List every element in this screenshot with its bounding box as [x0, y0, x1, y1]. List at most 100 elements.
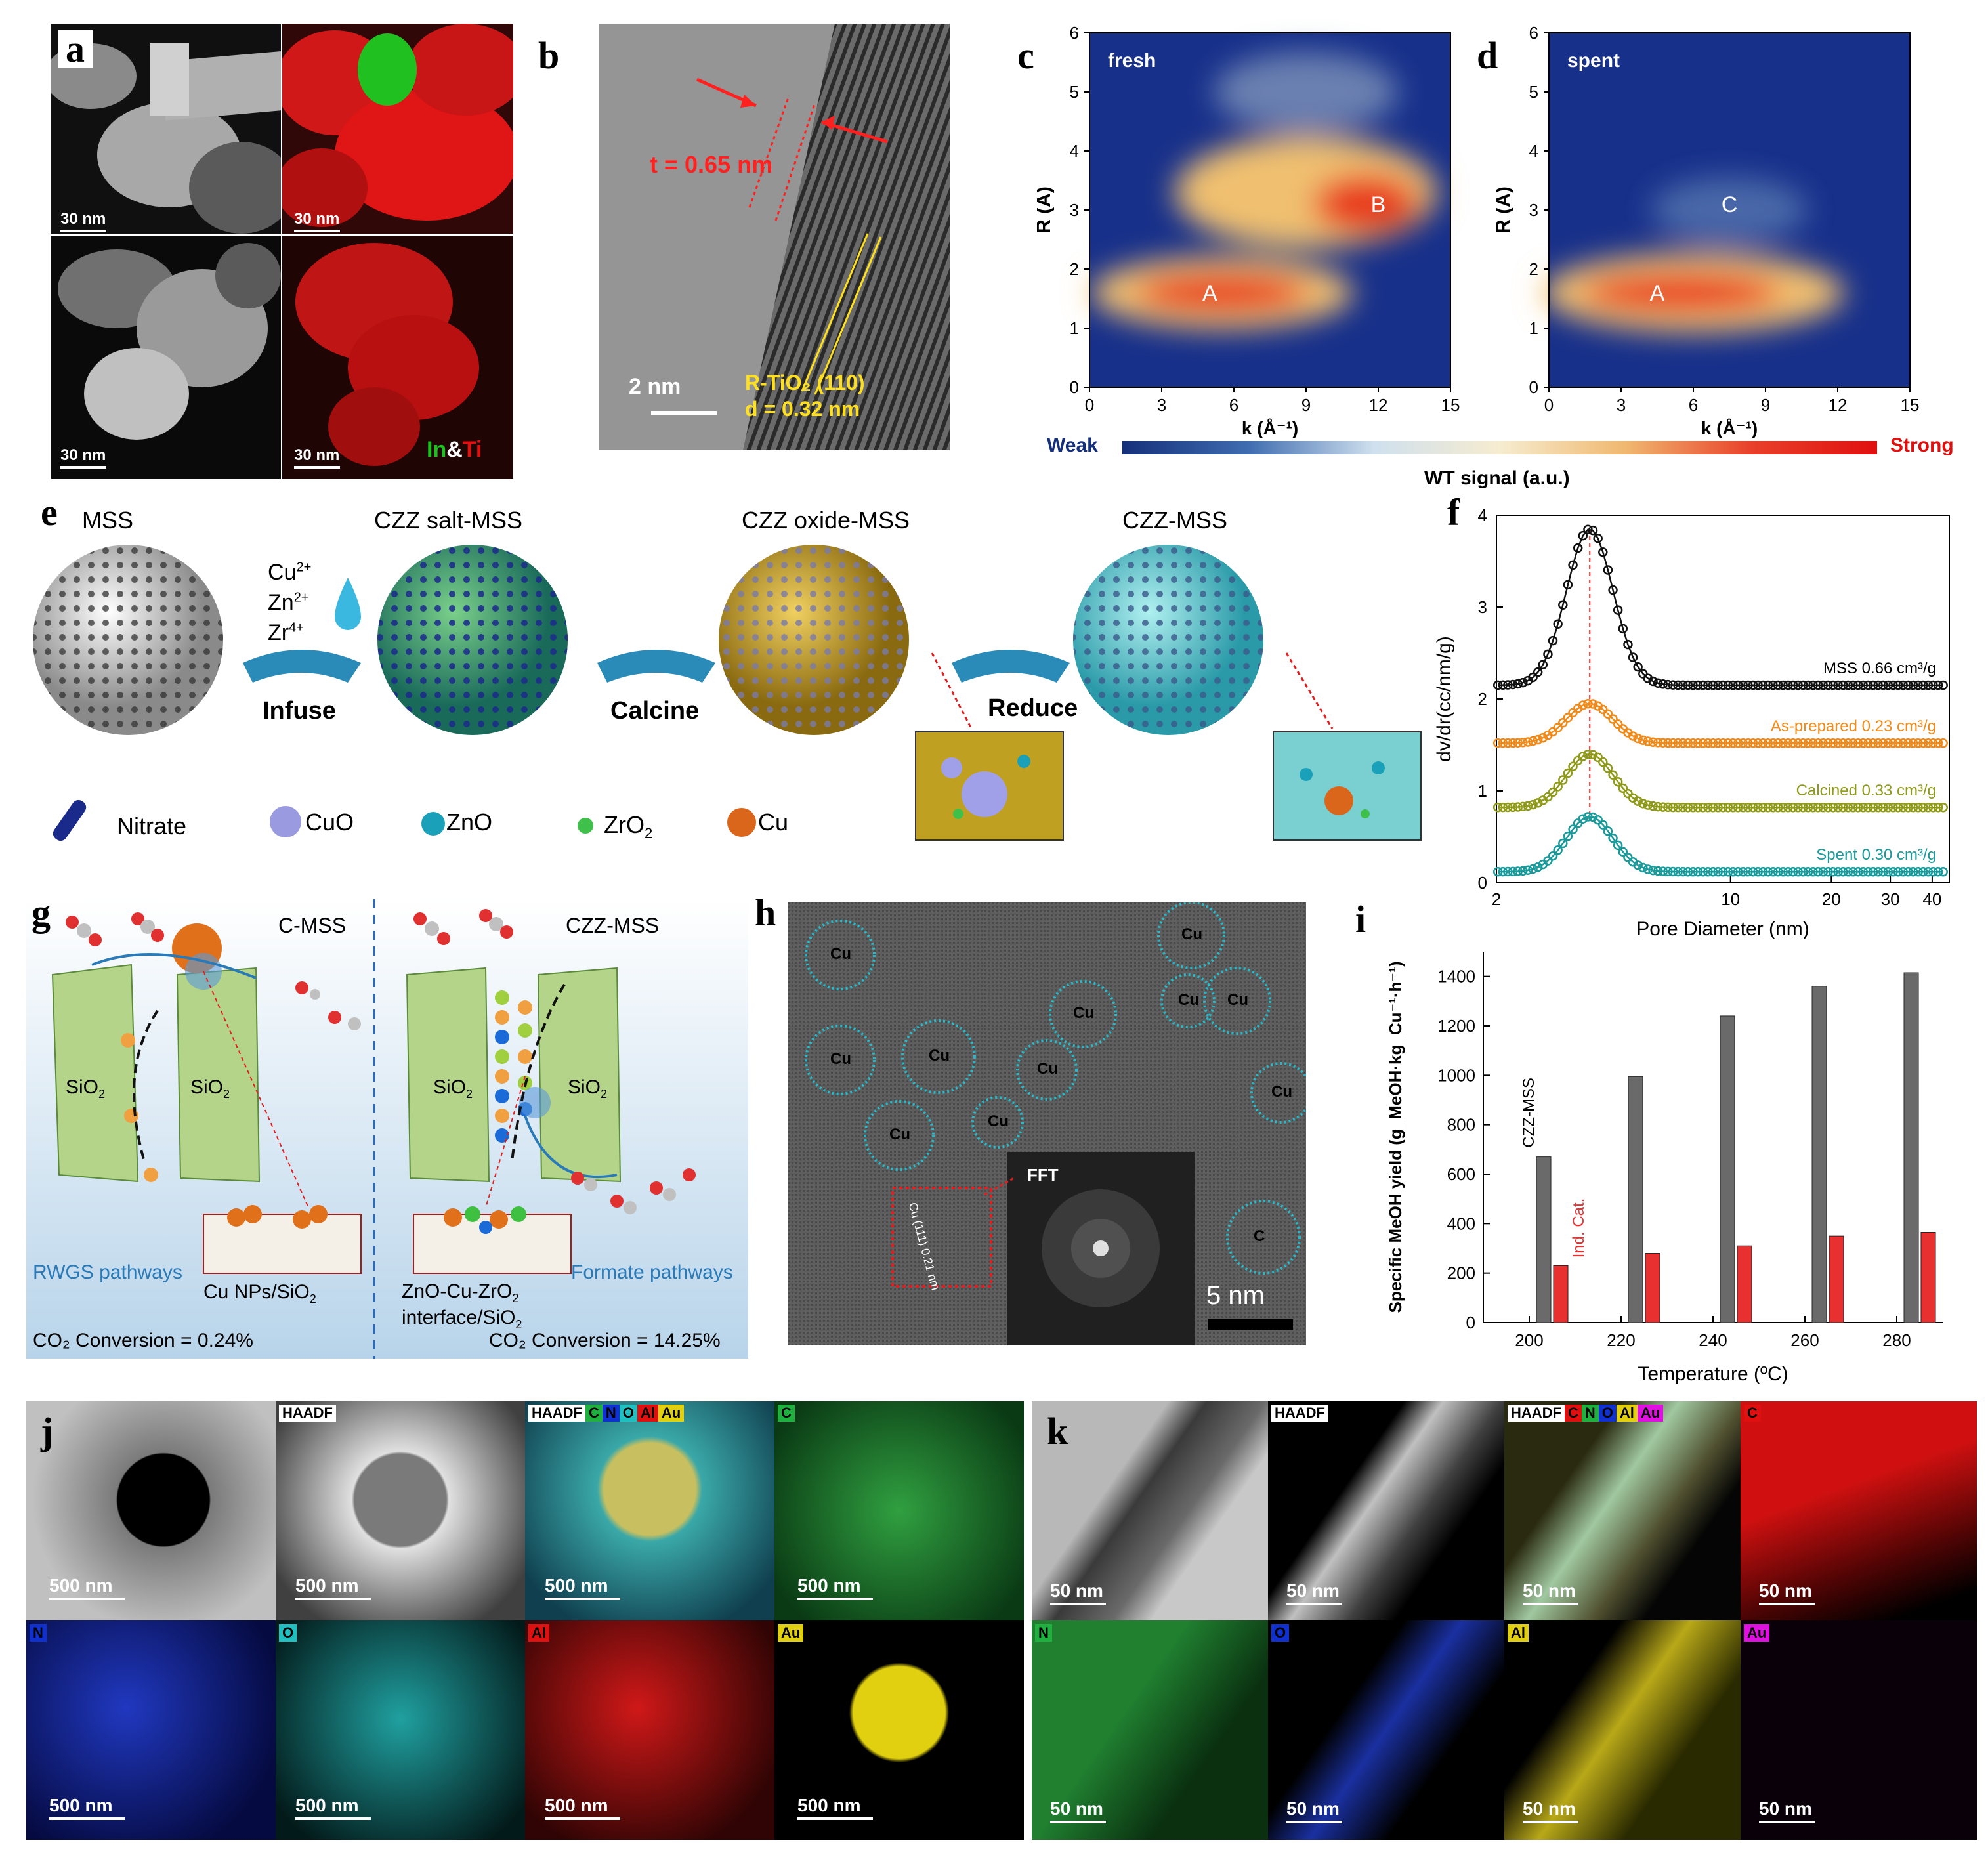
data-point [1703, 738, 1713, 748]
k-scale-5: 50 nm [1050, 1798, 1106, 1823]
data-point [1783, 680, 1793, 690]
series-markers-0 [1492, 524, 1948, 690]
j-tem [26, 1401, 276, 1620]
data-point [1908, 680, 1918, 690]
series-label-2: Calcined 0.33 cm³/g [1796, 782, 1936, 799]
data-point [1818, 802, 1829, 813]
data-point [1658, 802, 1668, 812]
data-point [1888, 680, 1898, 690]
data-point [1823, 866, 1833, 877]
panel-a-map-bottom [282, 236, 513, 479]
data-point [1858, 802, 1868, 813]
y-tick-label: 3 [1478, 597, 1487, 617]
data-point [1683, 680, 1693, 690]
panel-k-label: k [1047, 1410, 1068, 1452]
data-point [1638, 798, 1648, 809]
data-point [1753, 866, 1763, 877]
y-tick-label: 1 [1478, 781, 1487, 801]
panel-e-label: e [41, 491, 58, 534]
data-point [1558, 718, 1568, 728]
data-point [1898, 680, 1908, 690]
y-axis-label: R (Å) [1496, 186, 1514, 234]
data-point [1698, 738, 1708, 748]
data-point [1808, 680, 1818, 690]
blob-c [1651, 177, 1808, 243]
data-point [1503, 802, 1513, 813]
data-point [1918, 866, 1928, 877]
data-point [1883, 738, 1893, 748]
x-tick-label: 9 [1301, 395, 1311, 415]
mechanism-scheme [26, 899, 748, 1359]
h-cu-1: Cu [830, 945, 851, 963]
x-tick-label: 40 [1922, 889, 1941, 909]
data-point [1793, 738, 1803, 748]
data-point [1563, 580, 1573, 590]
series-markers-1 [1492, 698, 1948, 748]
y-tick-label: 4 [1478, 505, 1487, 525]
data-point [1713, 802, 1723, 813]
data-point [1753, 802, 1763, 813]
data-point [1513, 738, 1523, 748]
blob-upper [1214, 53, 1398, 131]
data-point [1678, 680, 1688, 690]
data-point [1643, 673, 1653, 683]
data-point [1853, 866, 1863, 877]
y-axis-label: R (Å) [1037, 186, 1055, 234]
data-point [1873, 738, 1883, 748]
h-cu-5: Cu [1073, 1004, 1094, 1022]
y-tick-label: 0 [1466, 1313, 1475, 1332]
data-point [1492, 866, 1503, 877]
data-point [1743, 738, 1753, 748]
data-point [1938, 866, 1948, 877]
y-tick-label: 600 [1447, 1164, 1475, 1184]
data-point [1528, 799, 1538, 810]
data-point [1693, 802, 1703, 813]
haadf-particles-a [51, 43, 281, 234]
y-tick-label: 400 [1447, 1214, 1475, 1233]
data-point [1748, 802, 1758, 813]
data-point [1803, 866, 1813, 877]
data-point [1598, 757, 1608, 767]
panel-a-haadf-top [51, 24, 281, 234]
j-chip-c: C [778, 1405, 795, 1422]
legend-ind-cat: Ind. Cat. [1570, 1198, 1588, 1258]
j-chip-o: O [279, 1624, 297, 1642]
data-point [1678, 738, 1688, 748]
data-point [1793, 866, 1803, 877]
j-map-c [774, 1401, 1024, 1620]
data-point [1928, 802, 1938, 813]
h-cu-7: Cu [988, 1112, 1009, 1130]
y-tick-label: 1400 [1437, 967, 1475, 986]
data-point [1548, 635, 1558, 646]
dspacing-label: d = 0.32 nm [745, 397, 860, 421]
arrow-reduce [952, 650, 1070, 683]
data-point [1768, 680, 1778, 690]
feature-label-B: B [1371, 192, 1386, 217]
data-point [1653, 738, 1663, 748]
data-point [1693, 866, 1703, 877]
blob-a-core [1136, 273, 1307, 312]
scale-bar-a3: 30 nm [60, 446, 106, 469]
panel-h-label: h [755, 891, 776, 934]
g-right-title: CZZ-MSS [566, 914, 660, 937]
data-point [1818, 680, 1829, 690]
data-point [1568, 761, 1578, 771]
data-point [1628, 652, 1638, 662]
co2-molecules-left [66, 912, 164, 946]
data-point [1588, 525, 1598, 536]
blob-b-core [1313, 175, 1419, 234]
x-tick-label: 260 [1790, 1330, 1819, 1350]
data-point [1888, 802, 1898, 813]
data-point [1498, 738, 1508, 748]
data-point [1708, 738, 1718, 748]
data-point [1608, 770, 1618, 780]
legend-zro2: ZrO2 [604, 811, 653, 842]
data-point [1628, 731, 1638, 741]
data-point [1663, 679, 1673, 690]
x-tick-label: 10 [1721, 889, 1740, 909]
data-point [1928, 680, 1938, 690]
data-point [1518, 866, 1528, 876]
data-point [1523, 737, 1533, 747]
data-point [1718, 680, 1728, 690]
